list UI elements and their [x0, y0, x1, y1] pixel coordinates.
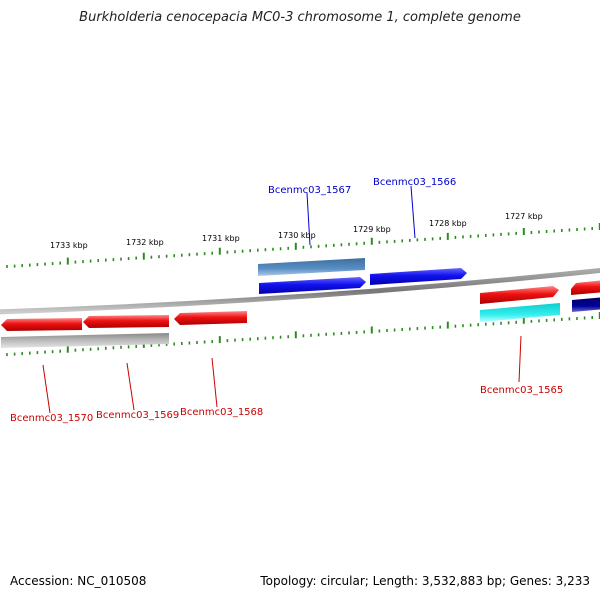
gene-arrow-1565-cyan[interactable] — [480, 303, 560, 322]
leader-line-1569 — [126, 362, 135, 411]
leader-line-1568 — [211, 357, 218, 408]
gene-arrow-1566a[interactable] — [259, 277, 366, 294]
scale-labels: 1733 kbp 1732 kbp 1731 kbp 1730 kbp 1729… — [50, 212, 543, 250]
chromosome-backbone — [0, 268, 600, 315]
leader-line-1570 — [42, 364, 51, 414]
gene-arrow-1570-gray[interactable] — [1, 333, 169, 348]
gene-arrow-1569[interactable] — [83, 315, 169, 328]
gene-label-1565[interactable]: Bcenmc03_1565 — [480, 385, 563, 396]
scale-label: 1727 kbp — [505, 212, 543, 221]
gene-arrow-1565a[interactable] — [480, 286, 559, 304]
gene-label-1567[interactable]: Bcenmc03_1567 — [268, 185, 351, 196]
leader-line-1565 — [518, 335, 522, 383]
scale-label: 1731 kbp — [202, 234, 240, 243]
gene-arrow-1568[interactable] — [174, 311, 247, 325]
scale-label: 1730 kbp — [278, 231, 316, 240]
gene-label-1566[interactable]: Bcenmc03_1566 — [373, 177, 456, 188]
inner-tick-row — [6, 312, 600, 357]
scale-label: 1732 kbp — [126, 238, 164, 247]
gene-arrow-1567[interactable] — [258, 258, 365, 276]
gene-arrow-navy[interactable] — [572, 297, 600, 312]
leader-line-1567 — [306, 192, 311, 246]
forward-genes — [258, 258, 600, 304]
gene-label-1568[interactable]: Bcenmc03_1568 — [180, 407, 263, 418]
gene-arrow-1566b[interactable] — [370, 268, 467, 285]
scale-label: 1729 kbp — [353, 225, 391, 234]
accession-text: Accession: NC_010508 — [10, 574, 147, 588]
gene-arrow-1570[interactable] — [1, 318, 82, 331]
reverse-genes — [1, 297, 600, 348]
gene-arrow-1564[interactable] — [571, 280, 600, 295]
label-leaders — [42, 185, 522, 414]
gene-label-1569[interactable]: Bcenmc03_1569 — [96, 410, 179, 421]
map-title: Burkholderia cenocepacia MC0-3 chromosom… — [79, 10, 521, 25]
gene-labels: Bcenmc03_1570 Bcenmc03_1569 Bcenmc03_156… — [10, 177, 563, 424]
genome-summary-text: Topology: circular; Length: 3,532,883 bp… — [260, 574, 590, 588]
outer-tick-row — [6, 223, 600, 268]
gene-label-1570[interactable]: Bcenmc03_1570 — [10, 413, 93, 424]
scale-label: 1728 kbp — [429, 219, 467, 228]
scale-label: 1733 kbp — [50, 241, 88, 250]
leader-line-1566 — [410, 185, 416, 239]
